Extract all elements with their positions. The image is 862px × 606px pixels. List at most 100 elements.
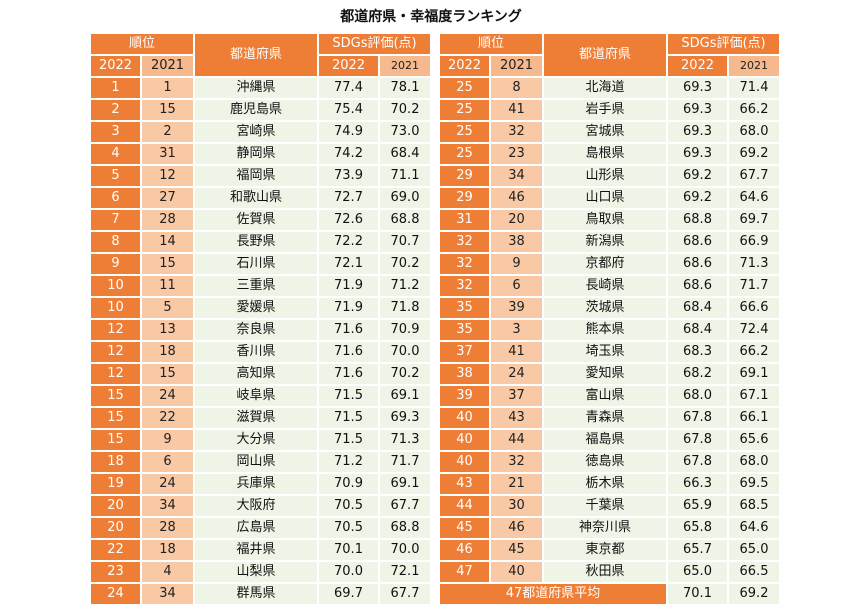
score-header: SDGs評価(点) [319,34,430,54]
table-row: 23 4 山梨県 70.0 72.1 [91,562,430,582]
score-2022: 77.4 [319,78,378,98]
rank-2022: 25 [440,144,489,164]
rank-2022: 8 [91,232,140,252]
rank-2021: 20 [491,210,542,230]
rank-2021: 32 [491,452,542,472]
score-2022: 68.6 [668,254,727,274]
rank-2022: 22 [91,540,140,560]
score-2022: 70.1 [319,540,378,560]
score-header: SDGs評価(点) [668,34,779,54]
rank-2021: 3 [491,320,542,340]
score-2022-header: 2022 [668,56,727,76]
prefecture-name: 高知県 [195,364,317,384]
rank-2021: 5 [142,298,193,318]
score-2022: 69.3 [668,100,727,120]
rank-2021: 24 [491,364,542,384]
rank-2022: 3 [91,122,140,142]
prefecture-name: 秋田県 [544,562,666,582]
score-2022: 65.8 [668,518,727,538]
score-2021: 69.1 [729,364,779,384]
table-row: 46 45 東京都 65.7 65.0 [440,540,779,560]
prefecture-name: 埼玉県 [544,342,666,362]
score-2022: 72.1 [319,254,378,274]
prefecture-name: 大分県 [195,430,317,450]
table-row: 29 46 山口県 69.2 64.6 [440,188,779,208]
prefecture-name: 神奈川県 [544,518,666,538]
rank-2021: 9 [142,430,193,450]
rank-2022-header: 2022 [440,56,489,76]
prefecture-name: 群馬県 [195,584,317,604]
table-row: 37 41 埼玉県 68.3 66.2 [440,342,779,362]
score-2021: 70.0 [380,342,430,362]
table-row: 25 8 北海道 69.3 71.4 [440,78,779,98]
score-2022: 71.5 [319,430,378,450]
rank-2022: 7 [91,210,140,230]
rank-2022: 25 [440,122,489,142]
table-row: 20 34 大阪府 70.5 67.7 [91,496,430,516]
rank-2022: 15 [91,408,140,428]
table-row: 12 15 高知県 71.6 70.2 [91,364,430,384]
score-2022: 70.9 [319,474,378,494]
rank-2021: 37 [491,386,542,406]
score-2021: 71.3 [380,430,430,450]
prefecture-name: 静岡県 [195,144,317,164]
rank-2021: 1 [142,78,193,98]
table-row: 6 27 和歌山県 72.7 69.0 [91,188,430,208]
rank-2022: 32 [440,276,489,296]
score-2021: 72.1 [380,562,430,582]
score-2021: 67.7 [729,166,779,186]
rank-2021: 4 [142,562,193,582]
table-row: 18 6 岡山県 71.2 71.7 [91,452,430,472]
score-2021: 71.1 [380,166,430,186]
score-2022: 68.3 [668,342,727,362]
rank-2022: 12 [91,342,140,362]
score-2021: 70.2 [380,100,430,120]
table-row: 3 2 宮崎県 74.9 73.0 [91,122,430,142]
rank-2022: 20 [91,518,140,538]
prefecture-name: 岐阜県 [195,386,317,406]
score-2022: 69.2 [668,188,727,208]
table-row: 45 46 神奈川県 65.8 64.6 [440,518,779,538]
rank-2022: 10 [91,298,140,318]
score-2021: 65.6 [729,430,779,450]
table-row: 25 23 島根県 69.3 69.2 [440,144,779,164]
score-2022: 74.9 [319,122,378,142]
table-row: 39 37 富山県 68.0 67.1 [440,386,779,406]
rank-2022: 43 [440,474,489,494]
rank-2021: 24 [142,474,193,494]
score-2022: 71.6 [319,364,378,384]
score-2022: 67.8 [668,430,727,450]
rank-2021: 41 [491,100,542,120]
rank-2022: 45 [440,518,489,538]
table-row: 32 38 新潟県 68.6 66.9 [440,232,779,252]
prefecture-name: 徳島県 [544,452,666,472]
score-2021: 71.7 [380,452,430,472]
prefecture-name: 鳥取県 [544,210,666,230]
rank-2022: 1 [91,78,140,98]
prefecture-name: 栃木県 [544,474,666,494]
rank-2021: 21 [491,474,542,494]
table-row: 32 9 京都府 68.6 71.3 [440,254,779,274]
table-row: 25 41 岩手県 69.3 66.2 [440,100,779,120]
prefecture-name: 愛媛県 [195,298,317,318]
rank-2022: 6 [91,188,140,208]
table-row: 9 15 石川県 72.1 70.2 [91,254,430,274]
pref-header: 都道府県 [544,34,666,76]
score-2022: 71.9 [319,276,378,296]
rank-2021: 18 [142,342,193,362]
table-row: 8 14 長野県 72.2 70.7 [91,232,430,252]
score-2022: 74.2 [319,144,378,164]
rank-2021: 24 [142,386,193,406]
score-2021: 66.9 [729,232,779,252]
rank-2021: 41 [491,342,542,362]
rank-2022: 29 [440,166,489,186]
table-row: 4 31 静岡県 74.2 68.4 [91,144,430,164]
rank-2022: 12 [91,364,140,384]
rank-2021: 22 [142,408,193,428]
table-row: 12 13 奈良県 71.6 70.9 [91,320,430,340]
prefecture-name: 長崎県 [544,276,666,296]
table-row: 10 11 三重県 71.9 71.2 [91,276,430,296]
rank-2021: 15 [142,254,193,274]
prefecture-name: 大阪府 [195,496,317,516]
